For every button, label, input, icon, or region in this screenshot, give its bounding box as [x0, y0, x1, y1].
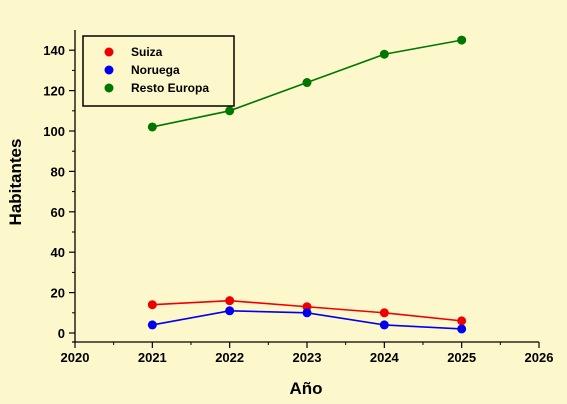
data-point-resto-europa: [225, 106, 235, 116]
data-point-noruega: [379, 320, 389, 330]
data-point-noruega: [147, 320, 157, 330]
legend-label-suiza: Suiza: [131, 45, 163, 59]
data-point-suiza: [379, 308, 389, 318]
y-tick-label: 100: [43, 124, 65, 139]
data-point-suiza: [225, 296, 235, 306]
data-point-noruega: [457, 324, 467, 334]
x-tick-label: 2022: [215, 350, 244, 365]
legend-marker-suiza: [104, 47, 114, 57]
data-point-resto-europa: [302, 78, 312, 88]
y-tick-label: 80: [51, 164, 65, 179]
x-tick-label: 2021: [138, 350, 167, 365]
y-tick-label: 40: [51, 245, 65, 260]
y-tick-label: 120: [43, 84, 65, 99]
y-tick-label: 0: [58, 326, 65, 341]
chart-axes: 2020 2021 2022 2023 2024 2025 2026 0 20 40 60 80 100…: [43, 30, 553, 365]
x-tick-label: 2023: [293, 350, 322, 365]
data-point-resto-europa: [147, 122, 157, 132]
legend-marker-resto-europa: [104, 83, 114, 93]
data-point-noruega: [225, 306, 235, 316]
legend-marker-noruega: [104, 65, 114, 75]
x-tick-label: 2025: [447, 350, 476, 365]
data-point-resto-europa: [379, 49, 389, 59]
data-point-resto-europa: [457, 35, 467, 45]
y-tick-label: 140: [43, 43, 65, 58]
y-axis-label: Habitantes: [6, 139, 25, 226]
series-points: [147, 35, 467, 334]
legend-label-noruega: Noruega: [131, 63, 180, 77]
x-tick-label: 2024: [370, 350, 400, 365]
legend-box: [82, 35, 235, 107]
data-point-suiza: [457, 316, 467, 326]
y-tick-label: 60: [51, 205, 65, 220]
data-point-suiza: [147, 300, 157, 310]
x-axis-label: Año: [289, 379, 322, 398]
x-tick-label: 2020: [61, 350, 90, 365]
legend: Suiza Noruega Resto Europa: [82, 35, 235, 107]
data-point-noruega: [302, 308, 312, 318]
y-tick-label: 20: [51, 286, 65, 301]
legend-label-resto-europa: Resto Europa: [131, 81, 209, 95]
x-tick-label: 2026: [525, 350, 554, 365]
